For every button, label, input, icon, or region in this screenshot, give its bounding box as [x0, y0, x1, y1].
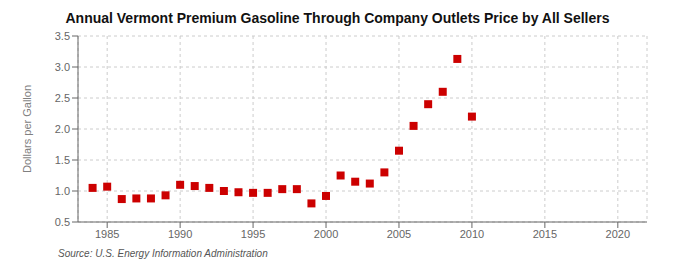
svg-text:2.0: 2.0 [55, 123, 70, 135]
svg-text:1990: 1990 [168, 228, 192, 240]
svg-text:2005: 2005 [387, 228, 411, 240]
svg-text:2.5: 2.5 [55, 92, 70, 104]
html-text:Annual Vermont Premium Gasolin: Annual Vermont Premium Gasoline Through … [65, 10, 610, 26]
svg-text:0.5: 0.5 [55, 216, 70, 228]
svg-text:1.0: 1.0 [55, 185, 70, 197]
svg-text:1995: 1995 [241, 228, 265, 240]
svg-text:2010: 2010 [460, 228, 484, 240]
html-text:Source: U.S. Energy Informatio: Source: U.S. Energy Information Administ… [58, 248, 268, 259]
svg-text:2020: 2020 [606, 228, 630, 240]
svg-text:2000: 2000 [314, 228, 338, 240]
svg-text:1.5: 1.5 [55, 154, 70, 166]
svg-text:2015: 2015 [533, 228, 557, 240]
svg-text:1985: 1985 [95, 228, 119, 240]
svg-text:3.0: 3.0 [55, 61, 70, 73]
svg-text:Dollars per Gallon: Dollars per Gallon [21, 85, 33, 173]
svg-text:3.5: 3.5 [55, 30, 70, 42]
